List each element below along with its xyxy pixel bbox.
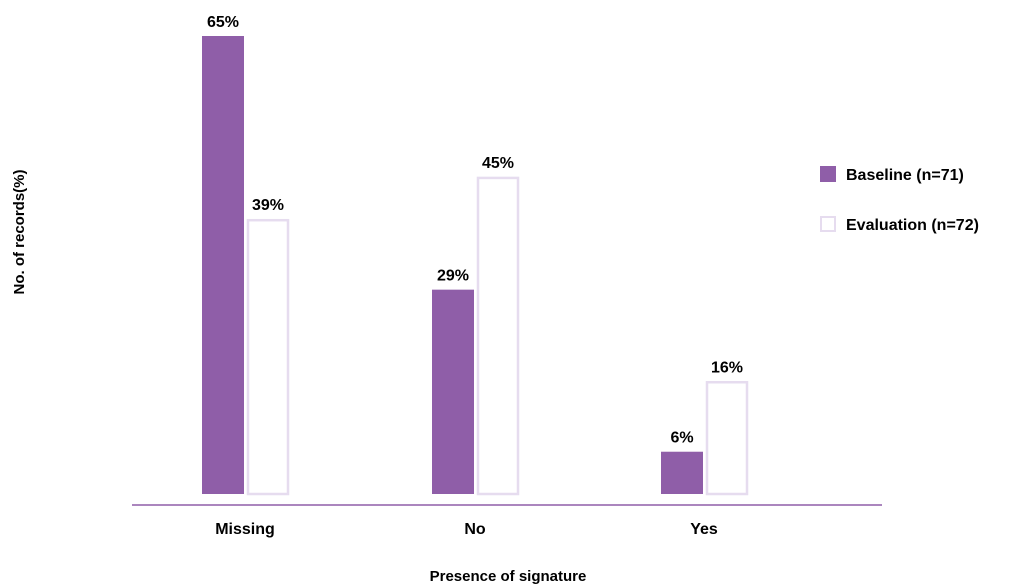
legend: Baseline (n=71) Evaluation (n=72) [820,166,979,234]
bar-missing-evaluation [246,218,290,496]
x-tick-label: No [464,521,486,538]
x-tick-label: Missing [215,521,275,538]
data-label-missing-evaluation: 39% [252,197,284,214]
legend-swatch-baseline [820,166,836,182]
y-axis-label: No. of records(%) [11,169,28,294]
bar-yes-evaluation [705,381,749,496]
bar-missing-baseline [202,36,244,494]
data-label-missing-baseline: 65% [207,14,239,31]
legend-label-evaluation: Evaluation (n=72) [846,217,979,234]
data-label-yes-baseline: 6% [670,430,693,447]
bars-group: 65% 39% Missing 29% 45% No 6% 16% Yes [202,14,749,538]
bar-yes-baseline [661,451,703,494]
bar-no-evaluation [476,176,520,496]
legend-label-baseline: Baseline (n=71) [846,167,964,184]
x-axis-label: Presence of signature [430,568,587,585]
x-tick-label: Yes [690,521,718,538]
legend-swatch-evaluation [820,216,836,232]
data-label-no-baseline: 29% [437,268,469,285]
data-label-yes-evaluation: 16% [711,359,743,376]
data-label-no-evaluation: 45% [482,155,514,172]
bar-no-baseline [432,289,474,494]
